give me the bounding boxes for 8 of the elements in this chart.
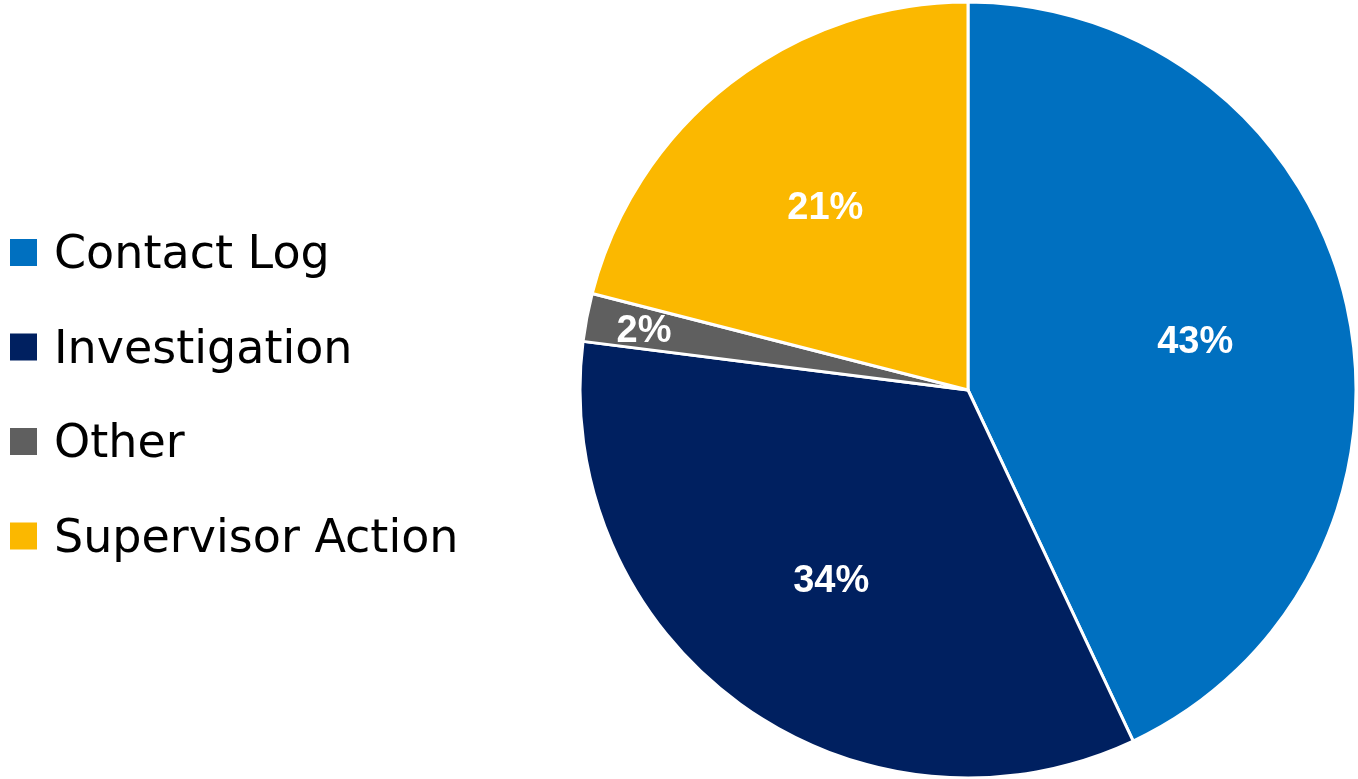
legend-label: Other — [54, 414, 185, 469]
data-label: 43% — [1157, 318, 1234, 361]
legend-label: Supervisor Action — [54, 508, 459, 563]
data-label: 21% — [787, 185, 864, 228]
legend-label: Investigation — [54, 319, 353, 374]
data-label: 2% — [616, 307, 672, 350]
data-label: 34% — [793, 557, 870, 600]
legend-label: Contact Log — [54, 225, 330, 280]
